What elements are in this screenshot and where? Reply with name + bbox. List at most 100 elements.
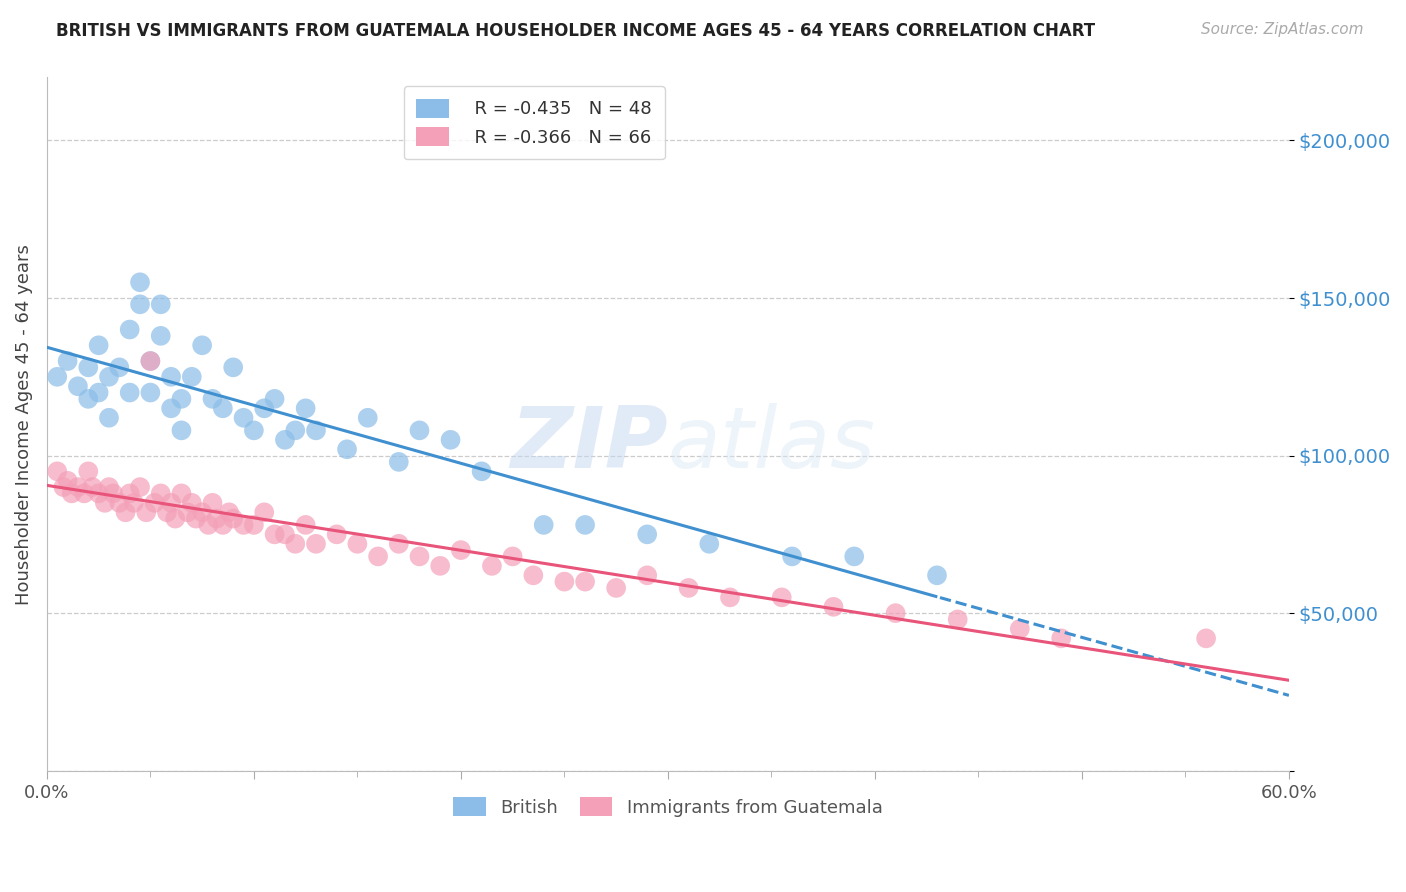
Point — [770, 591, 793, 605]
Point — [388, 537, 411, 551]
Point — [780, 549, 803, 564]
Point — [346, 537, 368, 551]
Point — [160, 369, 183, 384]
Point — [636, 527, 658, 541]
Point — [135, 505, 157, 519]
Point — [77, 464, 100, 478]
Point — [305, 423, 328, 437]
Point — [73, 486, 96, 500]
Point — [201, 392, 224, 406]
Text: BRITISH VS IMMIGRANTS FROM GUATEMALA HOUSEHOLDER INCOME AGES 45 - 64 YEARS CORRE: BRITISH VS IMMIGRANTS FROM GUATEMALA HOU… — [56, 22, 1095, 40]
Point — [946, 612, 969, 626]
Point — [180, 496, 202, 510]
Point — [176, 505, 198, 519]
Point — [522, 568, 544, 582]
Point — [118, 322, 141, 336]
Point — [450, 543, 472, 558]
Point — [165, 511, 187, 525]
Y-axis label: Householder Income Ages 45 - 64 years: Householder Income Ages 45 - 64 years — [15, 244, 32, 605]
Point — [191, 505, 214, 519]
Point — [222, 511, 245, 525]
Point — [160, 496, 183, 510]
Text: atlas: atlas — [668, 403, 876, 486]
Text: ZIP: ZIP — [510, 403, 668, 486]
Point — [263, 392, 285, 406]
Point — [98, 410, 121, 425]
Point — [718, 591, 741, 605]
Point — [170, 392, 193, 406]
Point — [82, 480, 104, 494]
Point — [678, 581, 700, 595]
Point — [56, 474, 79, 488]
Point — [481, 558, 503, 573]
Point — [87, 338, 110, 352]
Point — [129, 297, 152, 311]
Point — [149, 486, 172, 500]
Point — [52, 480, 75, 494]
Point — [46, 369, 69, 384]
Point — [139, 354, 162, 368]
Point — [98, 480, 121, 494]
Point — [211, 401, 233, 416]
Point — [697, 537, 720, 551]
Point — [429, 558, 451, 573]
Point — [884, 606, 907, 620]
Point — [253, 401, 276, 416]
Point — [160, 401, 183, 416]
Point — [263, 527, 285, 541]
Point — [274, 433, 297, 447]
Point — [636, 568, 658, 582]
Point — [232, 517, 254, 532]
Point — [118, 486, 141, 500]
Point — [205, 511, 228, 525]
Point — [201, 496, 224, 510]
Point — [294, 517, 316, 532]
Point — [605, 581, 627, 595]
Point — [184, 511, 207, 525]
Point — [143, 496, 166, 510]
Point — [170, 423, 193, 437]
Point — [253, 505, 276, 519]
Point — [118, 385, 141, 400]
Point — [502, 549, 524, 564]
Point — [139, 385, 162, 400]
Point — [94, 496, 117, 510]
Point — [325, 527, 347, 541]
Point — [357, 410, 380, 425]
Point — [139, 354, 162, 368]
Point — [222, 360, 245, 375]
Point — [925, 568, 948, 582]
Point — [66, 480, 89, 494]
Point — [211, 517, 233, 532]
Point — [823, 599, 845, 614]
Point — [294, 401, 316, 416]
Point — [87, 486, 110, 500]
Point — [66, 379, 89, 393]
Point — [336, 442, 359, 457]
Point — [408, 549, 430, 564]
Point — [156, 505, 179, 519]
Point — [367, 549, 389, 564]
Legend: British, Immigrants from Guatemala: British, Immigrants from Guatemala — [446, 790, 890, 824]
Point — [388, 455, 411, 469]
Point — [574, 517, 596, 532]
Point — [218, 505, 240, 519]
Point — [574, 574, 596, 589]
Point — [129, 480, 152, 494]
Point — [553, 574, 575, 589]
Point — [305, 537, 328, 551]
Point — [243, 517, 266, 532]
Text: Source: ZipAtlas.com: Source: ZipAtlas.com — [1201, 22, 1364, 37]
Point — [844, 549, 866, 564]
Point — [77, 360, 100, 375]
Point — [243, 423, 266, 437]
Point — [274, 527, 297, 541]
Point — [60, 486, 83, 500]
Point — [108, 496, 131, 510]
Point — [129, 275, 152, 289]
Point — [149, 297, 172, 311]
Point — [180, 369, 202, 384]
Point — [408, 423, 430, 437]
Point — [122, 496, 145, 510]
Point — [439, 433, 461, 447]
